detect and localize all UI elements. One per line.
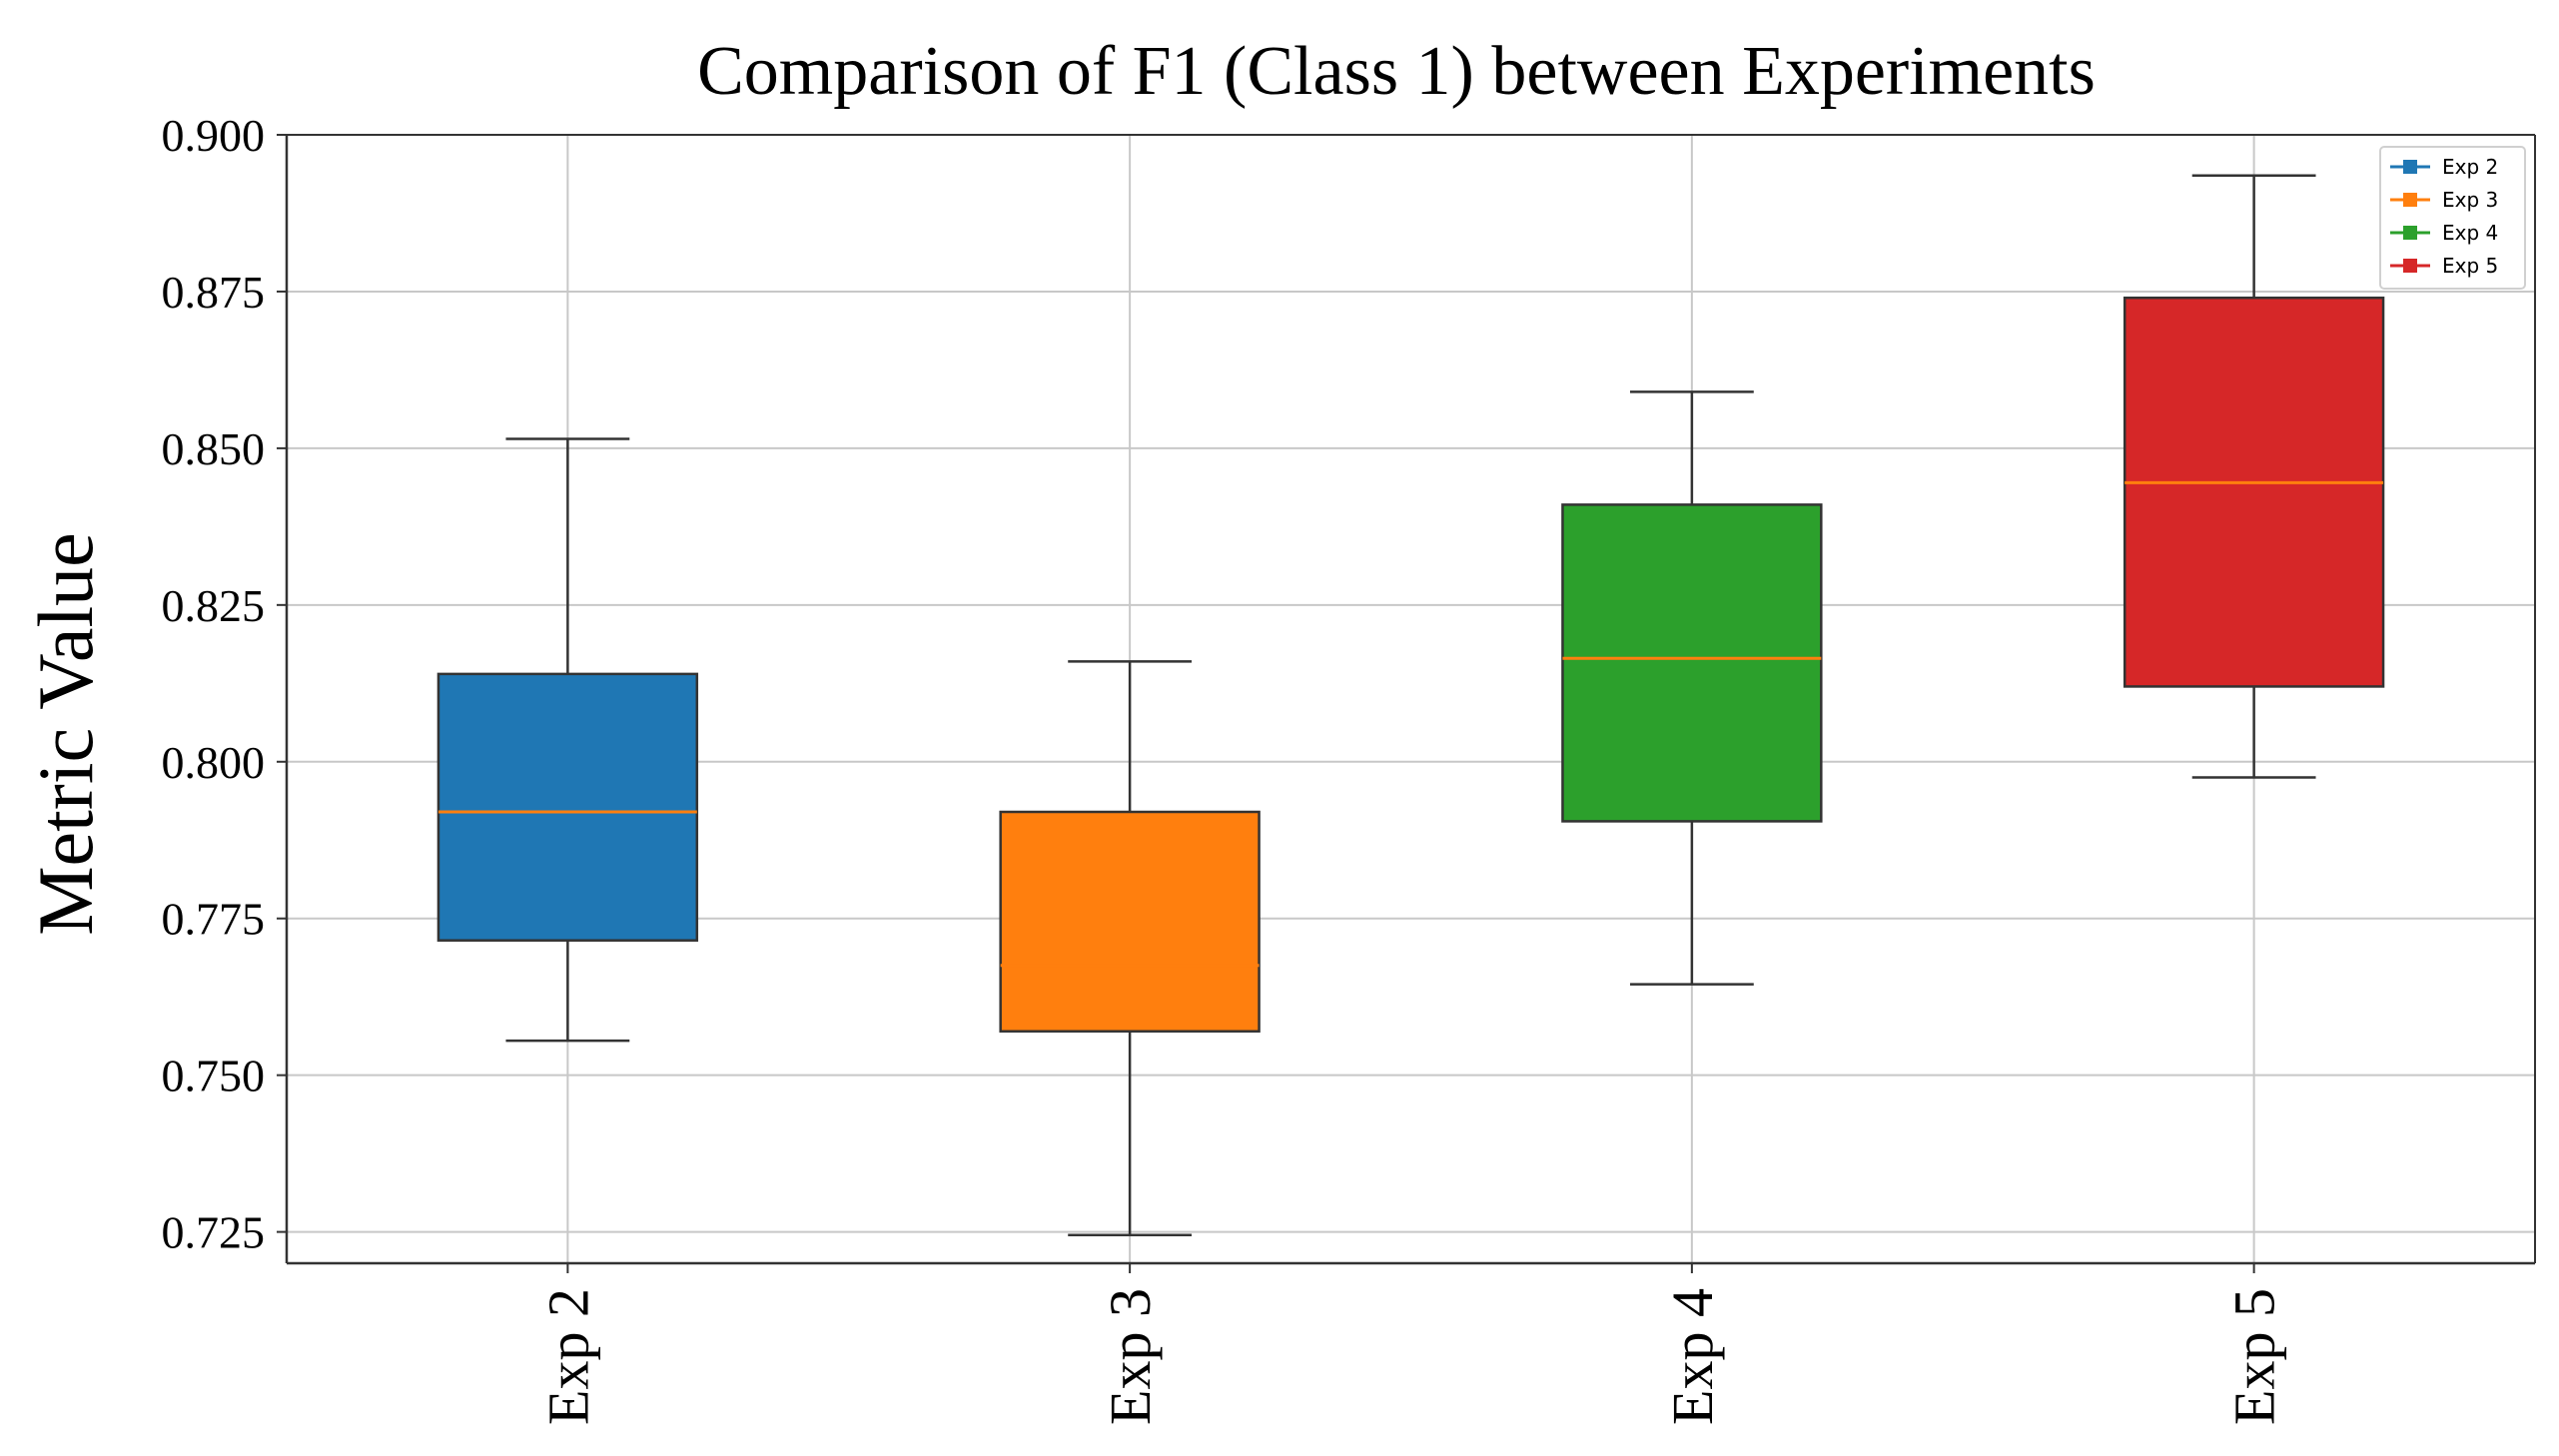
x-tick-label: Exp 4 xyxy=(1660,1288,1725,1425)
box-exp-2 xyxy=(436,437,699,1043)
legend-marker xyxy=(2403,193,2417,207)
iqr-box xyxy=(2123,296,2385,688)
y-tick-label: 0.825 xyxy=(162,580,266,631)
x-tick-label: Exp 2 xyxy=(535,1288,600,1425)
x-tick-label: Exp 5 xyxy=(2222,1288,2287,1425)
box-exp-5 xyxy=(2123,174,2385,779)
y-tick-label: 0.775 xyxy=(162,894,266,945)
legend-label: Exp 4 xyxy=(2442,221,2498,245)
y-tick-label: 0.875 xyxy=(162,267,266,318)
x-tick-label: Exp 3 xyxy=(1098,1288,1163,1425)
y-tick-label: 0.900 xyxy=(162,110,266,161)
legend-item: Exp 2 xyxy=(2390,155,2498,179)
legend-label: Exp 2 xyxy=(2442,155,2498,179)
legend: Exp 2 Exp 3 Exp 4 Exp 5 xyxy=(2379,146,2526,290)
legend-item: Exp 3 xyxy=(2390,188,2498,212)
legend-marker xyxy=(2403,259,2417,273)
legend-label: Exp 3 xyxy=(2442,188,2498,212)
box-exp-4 xyxy=(1561,390,1823,986)
legend-item: Exp 4 xyxy=(2390,221,2498,245)
y-tick-label: 0.750 xyxy=(162,1051,266,1101)
y-axis-label: Metric Value xyxy=(22,532,109,936)
legend-marker xyxy=(2403,160,2417,174)
legend-box xyxy=(2379,146,2526,290)
y-tick-label: 0.850 xyxy=(162,423,266,474)
box-plots xyxy=(436,174,2385,1236)
iqr-box xyxy=(436,672,699,942)
legend-label: Exp 5 xyxy=(2442,254,2498,278)
iqr-box xyxy=(999,810,1261,1033)
y-tick-label: 0.800 xyxy=(162,737,266,788)
axes: 0.725 0.750 0.775 0.800 0.825 0.850 0.875 0.900… xyxy=(162,110,2536,1425)
box-exp-3 xyxy=(999,660,1261,1236)
chart-title: Comparison of F1 (Class 1) between Exper… xyxy=(697,33,2096,110)
legend-item: Exp 5 xyxy=(2390,254,2498,278)
y-tick-label: 0.725 xyxy=(162,1207,266,1258)
iqr-box xyxy=(1561,503,1823,823)
legend-marker xyxy=(2403,226,2417,240)
